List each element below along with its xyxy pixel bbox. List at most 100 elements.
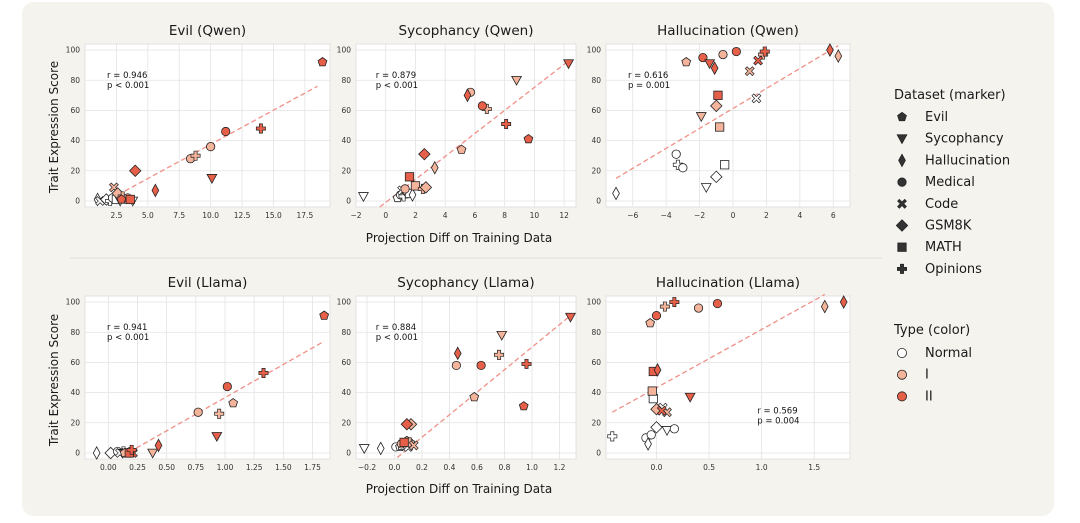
data-point: [494, 349, 504, 360]
x-tick-label: 6: [831, 211, 836, 220]
data-point: [451, 360, 461, 371]
x-tick-label: 12.5: [234, 211, 251, 220]
data-point: [418, 147, 431, 161]
y-axis-label-top: Trait Expression Score: [47, 61, 61, 194]
data-point: [400, 184, 410, 194]
data-point: [710, 170, 723, 184]
y-tick-label: 0: [346, 449, 351, 458]
data-point: [319, 310, 330, 320]
data-point: [523, 133, 534, 144]
plot-area: [84, 295, 331, 460]
x-axis-label-bottom: Projection Diff on Training Data: [366, 482, 552, 496]
data-point: [258, 368, 269, 378]
data-point: [651, 311, 662, 321]
legend-item-medical: Medical: [925, 175, 975, 190]
data-point: [826, 43, 834, 57]
y-tick-label: 60: [591, 106, 601, 115]
data-point: [214, 408, 225, 419]
x-tick-label: 1.25: [246, 463, 263, 472]
panel-5: −0.2 0.0 0.2 0.4 0.6 0.8 1.0 1.2 0 20 40 60 80 100 Syc…: [337, 275, 577, 472]
x-tick-label: 2: [413, 211, 418, 220]
data-point: [358, 444, 370, 455]
y-tick-label: 0: [75, 449, 80, 458]
y-tick-label: 60: [70, 358, 80, 367]
legend-marker-sycophancy: [896, 134, 908, 145]
data-point: [671, 149, 681, 159]
y-tick-label: 60: [591, 358, 601, 367]
data-point: [221, 126, 231, 137]
stat-annotation: p = 0.001: [628, 81, 670, 91]
data-point: [669, 297, 680, 308]
y-tick-label: 80: [70, 328, 80, 337]
legend-type-marker-normal: [897, 347, 908, 358]
panel-title: Hallucination (Qwen): [657, 23, 799, 39]
data-point: [710, 99, 723, 113]
data-point: [644, 436, 652, 451]
y-tick-label: 40: [341, 136, 351, 145]
regression-line: [122, 340, 325, 457]
data-point: [656, 405, 667, 416]
data-point: [518, 401, 529, 411]
data-point: [653, 363, 662, 377]
y-axis-label-bottom: Trait Expression Score: [47, 314, 61, 447]
data-point: [92, 446, 101, 460]
data-point: [647, 386, 657, 396]
y-tick-label: 0: [346, 197, 351, 206]
data-point: [607, 431, 618, 442]
x-tick-label: 0: [383, 211, 388, 220]
data-point: [646, 430, 656, 440]
x-tick-label: 7.5: [173, 211, 185, 220]
chart-figure: Projection Diff on Training Data Project…: [47, 23, 1010, 496]
y-tick-label: 20: [591, 166, 601, 175]
data-point: [147, 448, 159, 459]
data-point: [650, 421, 663, 434]
x-tick-label: 1.0: [526, 463, 538, 472]
data-point: [820, 299, 829, 314]
data-point: [834, 49, 843, 63]
data-point: [712, 298, 723, 309]
data-point: [501, 119, 512, 129]
data-point: [222, 381, 232, 392]
plot-area: [355, 43, 577, 208]
data-point: [399, 437, 409, 447]
data-point: [720, 160, 730, 170]
figure-panel: Projection Diff on Training Data Project…: [22, 2, 1054, 516]
data-point: [476, 360, 486, 371]
data-point: [456, 144, 467, 154]
data-point: [715, 122, 725, 132]
y-tick-label: 0: [75, 197, 80, 206]
legend-marker-opinions: [897, 263, 907, 274]
data-point: [563, 59, 575, 70]
panel-title: Evil (Qwen): [169, 23, 246, 39]
y-tick-label: 80: [591, 76, 601, 85]
stat-annotation: r = 0.941: [107, 323, 147, 333]
plot-area: [355, 295, 577, 460]
x-tick-label: 6: [473, 211, 478, 220]
x-tick-label: 2.5: [110, 211, 122, 220]
data-point: [681, 56, 692, 67]
y-tick-label: 80: [70, 76, 80, 85]
y-tick-label: 40: [70, 136, 80, 145]
x-tick-label: 4: [797, 211, 802, 220]
data-point: [404, 172, 415, 182]
legend-type-marker-ii: [897, 391, 908, 402]
data-point: [430, 160, 439, 175]
data-point: [477, 101, 487, 111]
legend-item-gsm8k: GSM8K: [925, 219, 972, 234]
y-tick-label: 60: [341, 106, 351, 115]
y-tick-label: 20: [70, 418, 80, 427]
x-tick-label: −4: [661, 211, 672, 220]
data-point: [154, 438, 163, 453]
data-point: [659, 301, 670, 312]
data-point: [759, 46, 770, 57]
data-point: [400, 418, 414, 431]
data-point: [463, 88, 472, 103]
y-tick-label: 100: [66, 298, 81, 307]
data-point: [151, 183, 160, 198]
data-point: [731, 46, 741, 57]
legend-item-opinions: Opinions: [925, 262, 982, 277]
data-point: [228, 398, 239, 408]
legend-marker-medical: [897, 177, 907, 187]
legend-type-title: Type (color): [893, 323, 970, 338]
data-point: [211, 432, 223, 443]
